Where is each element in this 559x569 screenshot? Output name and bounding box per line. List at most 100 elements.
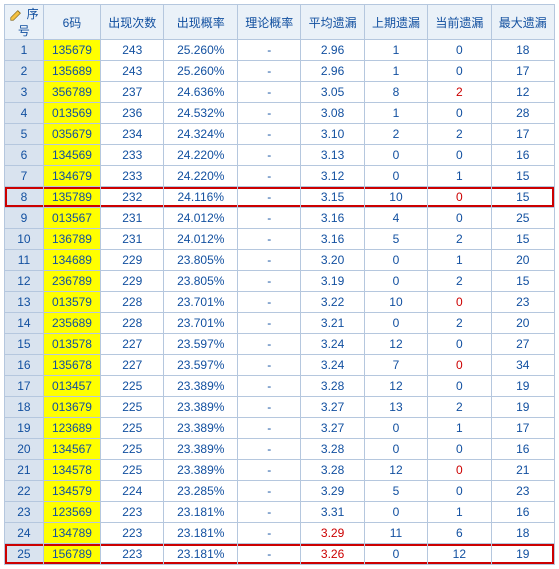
table-cell: 013578 bbox=[43, 334, 100, 355]
table-cell: 231 bbox=[101, 208, 164, 229]
table-row: 503567923424.324%-3.102217 bbox=[5, 124, 555, 145]
table-cell: 3.16 bbox=[301, 208, 364, 229]
table-cell: 15 bbox=[5, 334, 44, 355]
table-cell: 3.22 bbox=[301, 292, 364, 313]
table-row: 113567924325.260%-2.961018 bbox=[5, 40, 555, 61]
table-cell: 1 bbox=[5, 40, 44, 61]
table-cell: 2.96 bbox=[301, 40, 364, 61]
table-cell: 25.260% bbox=[164, 40, 238, 61]
table-row: 2013456722523.389%-3.280016 bbox=[5, 439, 555, 460]
table-cell: 23.805% bbox=[164, 250, 238, 271]
table-cell: 225 bbox=[101, 439, 164, 460]
table-cell: 23.389% bbox=[164, 439, 238, 460]
table-cell: 3.28 bbox=[301, 439, 364, 460]
table-cell: 013569 bbox=[43, 103, 100, 124]
table-cell: 18 bbox=[491, 523, 554, 544]
table-cell: 1 bbox=[364, 103, 427, 124]
table-cell: 23 bbox=[5, 502, 44, 523]
table-cell: 2 bbox=[428, 229, 491, 250]
table-cell: 6 bbox=[5, 145, 44, 166]
table-cell: 229 bbox=[101, 250, 164, 271]
col-header-code[interactable]: 6码 bbox=[43, 5, 100, 40]
table-cell: - bbox=[238, 208, 301, 229]
table-cell: 15 bbox=[491, 271, 554, 292]
table-cell: 134789 bbox=[43, 523, 100, 544]
table-cell: 134578 bbox=[43, 460, 100, 481]
table-cell: 236 bbox=[101, 103, 164, 124]
table-cell: 10 bbox=[5, 229, 44, 250]
table-cell: 0 bbox=[428, 208, 491, 229]
col-header-seq[interactable]: 序号 bbox=[5, 5, 44, 40]
table-cell: 233 bbox=[101, 166, 164, 187]
table-cell: 21 bbox=[491, 460, 554, 481]
table-cell: - bbox=[238, 271, 301, 292]
table-cell: 21 bbox=[5, 460, 44, 481]
table-cell: 013579 bbox=[43, 292, 100, 313]
table-cell: 23 bbox=[491, 292, 554, 313]
table-cell: 3.29 bbox=[301, 523, 364, 544]
table-cell: 3.20 bbox=[301, 250, 364, 271]
table-cell: 233 bbox=[101, 145, 164, 166]
table-row: 1301357922823.701%-3.2210023 bbox=[5, 292, 555, 313]
table-cell: 013567 bbox=[43, 208, 100, 229]
table-cell: 3.21 bbox=[301, 313, 364, 334]
table-cell: 135679 bbox=[43, 40, 100, 61]
table-cell: 4 bbox=[5, 103, 44, 124]
table-row: 2113457822523.389%-3.2812021 bbox=[5, 460, 555, 481]
table-cell: 0 bbox=[364, 502, 427, 523]
table-cell: 14 bbox=[5, 313, 44, 334]
table-cell: 0 bbox=[428, 61, 491, 82]
table-cell: - bbox=[238, 523, 301, 544]
table-cell: 24.324% bbox=[164, 124, 238, 145]
table-cell: 0 bbox=[428, 103, 491, 124]
table-cell: 19 bbox=[491, 376, 554, 397]
table-cell: 228 bbox=[101, 292, 164, 313]
col-header-avg[interactable]: 平均遗漏 bbox=[301, 5, 364, 40]
table-cell: - bbox=[238, 334, 301, 355]
table-cell: - bbox=[238, 103, 301, 124]
table-cell: 23.597% bbox=[164, 355, 238, 376]
table-cell: 5 bbox=[5, 124, 44, 145]
col-header-theo[interactable]: 理论概率 bbox=[238, 5, 301, 40]
table-cell: 23.389% bbox=[164, 460, 238, 481]
table-cell: 225 bbox=[101, 460, 164, 481]
table-cell: 16 bbox=[5, 355, 44, 376]
table-cell: 228 bbox=[101, 313, 164, 334]
table-row: 2213457922423.285%-3.295023 bbox=[5, 481, 555, 502]
table-cell: 10 bbox=[364, 292, 427, 313]
table-row: 1223678922923.805%-3.190215 bbox=[5, 271, 555, 292]
col-header-prob[interactable]: 出现概率 bbox=[164, 5, 238, 40]
table-row: 1912368922523.389%-3.270117 bbox=[5, 418, 555, 439]
table-cell: 0 bbox=[428, 355, 491, 376]
table-row: 1613567822723.597%-3.247034 bbox=[5, 355, 555, 376]
table-cell: 3.27 bbox=[301, 418, 364, 439]
table-cell: 5 bbox=[364, 229, 427, 250]
table-cell: 25.260% bbox=[164, 61, 238, 82]
table-cell: 4 bbox=[364, 208, 427, 229]
table-cell: 227 bbox=[101, 334, 164, 355]
table-cell: 17 bbox=[491, 61, 554, 82]
table-cell: 3.28 bbox=[301, 460, 364, 481]
col-header-count[interactable]: 出现次数 bbox=[101, 5, 164, 40]
table-cell: 23.285% bbox=[164, 481, 238, 502]
table-cell: 3.13 bbox=[301, 145, 364, 166]
table-cell: - bbox=[238, 40, 301, 61]
table-row: 2312356922323.181%-3.310116 bbox=[5, 502, 555, 523]
table-cell: 19 bbox=[5, 418, 44, 439]
table-cell: 225 bbox=[101, 376, 164, 397]
table-cell: 3.05 bbox=[301, 82, 364, 103]
table-cell: 15 bbox=[491, 229, 554, 250]
col-header-max[interactable]: 最大遗漏 bbox=[491, 5, 554, 40]
table-cell: 11 bbox=[5, 250, 44, 271]
table-cell: 25 bbox=[491, 208, 554, 229]
table-cell: 12 bbox=[491, 82, 554, 103]
table-cell: 134689 bbox=[43, 250, 100, 271]
table-cell: 0 bbox=[428, 376, 491, 397]
col-header-last[interactable]: 上期遗漏 bbox=[364, 5, 427, 40]
table-cell: 20 bbox=[491, 313, 554, 334]
table-cell: 6 bbox=[428, 523, 491, 544]
header-row: 序号 6码 出现次数 出现概率 理论概率 平均遗漏 上期遗漏 当前遗漏 最大遗漏 bbox=[5, 5, 555, 40]
col-header-cur[interactable]: 当前遗漏 bbox=[428, 5, 491, 40]
table-cell: - bbox=[238, 166, 301, 187]
table-row: 1423568922823.701%-3.210220 bbox=[5, 313, 555, 334]
